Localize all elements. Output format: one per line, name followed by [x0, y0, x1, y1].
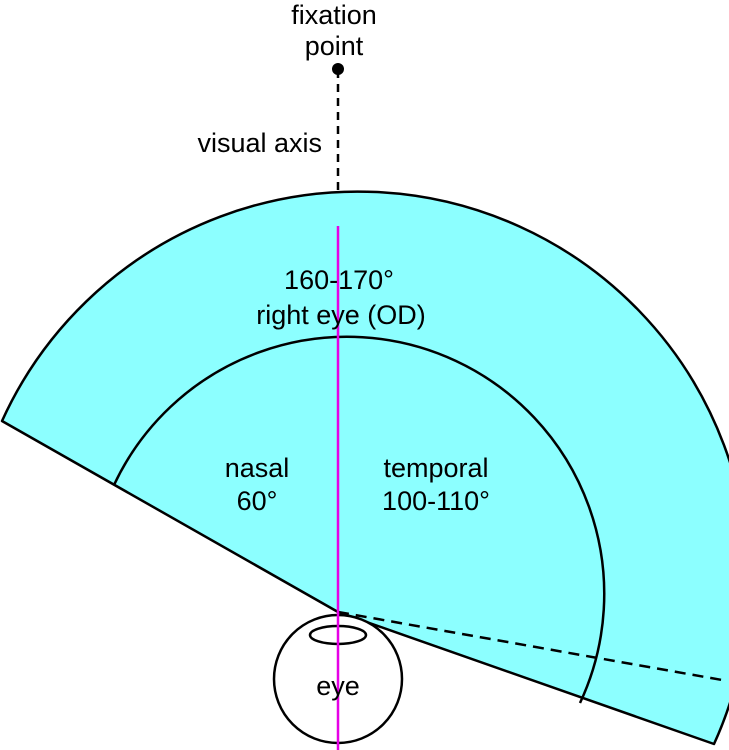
temporal-dashed-line	[337, 610, 723, 682]
outer-field-label-line2: right eye (OD)	[256, 300, 426, 330]
fixation-point-label-line1: fixation	[291, 0, 377, 30]
outer-visual-field-sector	[0, 190, 729, 746]
eye-label: eye	[316, 671, 360, 701]
visual-axis-label: visual axis	[197, 128, 322, 158]
inner-field-arc	[112, 335, 606, 704]
temporal-label-line1: temporal	[383, 453, 488, 483]
outer-field-label-line1: 160-170°	[284, 265, 394, 295]
temporal-label-line2: 100-110°	[382, 486, 490, 516]
nasal-label-line2: 60°	[237, 486, 278, 516]
nasal-label-line1: nasal	[225, 453, 290, 483]
fixation-point-dot	[332, 63, 344, 75]
fixation-point-label-line2: point	[305, 31, 364, 61]
